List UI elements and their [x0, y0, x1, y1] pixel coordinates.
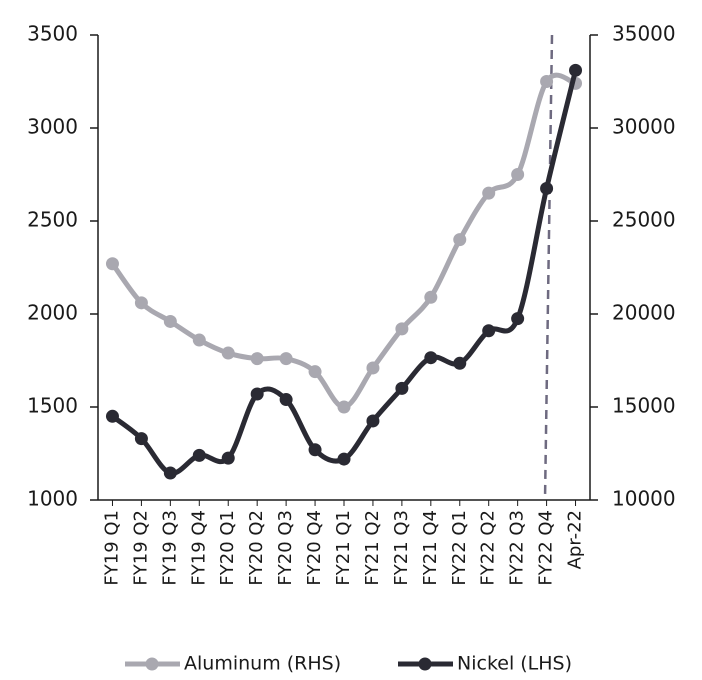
y-tick-label: 1000 [27, 487, 78, 511]
data-point [511, 168, 525, 181]
y-tick-label: 3000 [27, 115, 78, 139]
y2-tick-label: 25000 [612, 208, 676, 232]
x-tick-label: FY20 Q3 [275, 510, 296, 586]
data-point [569, 63, 583, 77]
legend-label: Aluminum (RHS) [184, 653, 341, 675]
data-point [366, 414, 380, 428]
data-point [540, 75, 554, 88]
x-tick-label: FY19 Q1 [101, 510, 122, 586]
x-tick-label: FY21 Q4 [420, 510, 441, 586]
data-point [482, 324, 496, 338]
data-point [453, 356, 467, 370]
data-point [192, 333, 206, 347]
data-point [453, 233, 467, 247]
forecast-divider [543, 34, 554, 501]
data-point [337, 452, 351, 466]
data-point [366, 361, 380, 375]
data-point [308, 443, 322, 457]
x-tick-label: FY22 Q4 [536, 510, 557, 586]
data-point [163, 466, 177, 480]
legend-marker [418, 657, 432, 671]
data-point [337, 400, 351, 414]
x-tick-label: FY20 Q4 [304, 510, 325, 586]
data-point [395, 322, 409, 336]
x-tick-label: FY21 Q3 [391, 510, 412, 586]
x-tick-label: Apr-22 [565, 510, 586, 569]
data-point [308, 365, 322, 379]
x-tick-label: FY22 Q1 [449, 510, 470, 586]
data-point [482, 186, 496, 200]
data-point [221, 346, 235, 360]
data-point [279, 393, 293, 407]
x-tick-label: FY19 Q3 [159, 510, 180, 586]
y2-tick-label: 35000 [612, 22, 676, 46]
data-point [511, 312, 525, 326]
legend-label: Nickel (LHS) [457, 653, 572, 675]
x-tick-label: FY21 Q1 [333, 510, 354, 586]
plot-area [105, 63, 583, 480]
y2-tick-label: 30000 [612, 115, 676, 139]
data-point [134, 432, 148, 446]
y2-tick-label: 10000 [612, 487, 676, 511]
legend-marker [145, 657, 159, 671]
data-point [221, 451, 235, 465]
data-point [395, 381, 409, 395]
data-point [163, 314, 177, 328]
data-point [134, 296, 148, 310]
x-tick-label: FY19 Q2 [130, 510, 151, 586]
x-tick-label: FY20 Q1 [217, 510, 238, 586]
x-tick-label: FY20 Q2 [246, 510, 267, 586]
data-point [250, 387, 264, 401]
x-tick-label: FY22 Q3 [507, 510, 528, 586]
data-point [192, 448, 206, 462]
data-point [250, 352, 264, 366]
y-tick-label: 2500 [27, 208, 78, 232]
data-point [279, 352, 293, 366]
y-tick-label: 2000 [27, 301, 78, 325]
y-tick-label: 3500 [27, 22, 78, 46]
x-tick-label: FY21 Q2 [362, 510, 383, 586]
series-line [110, 72, 577, 410]
data-point [424, 290, 438, 304]
data-point [105, 257, 119, 271]
y2-tick-label: 15000 [612, 394, 676, 418]
data-point [424, 351, 438, 365]
data-point [105, 409, 119, 423]
y-tick-label: 1500 [27, 394, 78, 418]
x-tick-label: FY19 Q4 [188, 510, 209, 586]
x-tick-label: FY22 Q2 [478, 510, 499, 586]
data-point [540, 181, 554, 195]
y2-tick-label: 20000 [612, 301, 676, 325]
